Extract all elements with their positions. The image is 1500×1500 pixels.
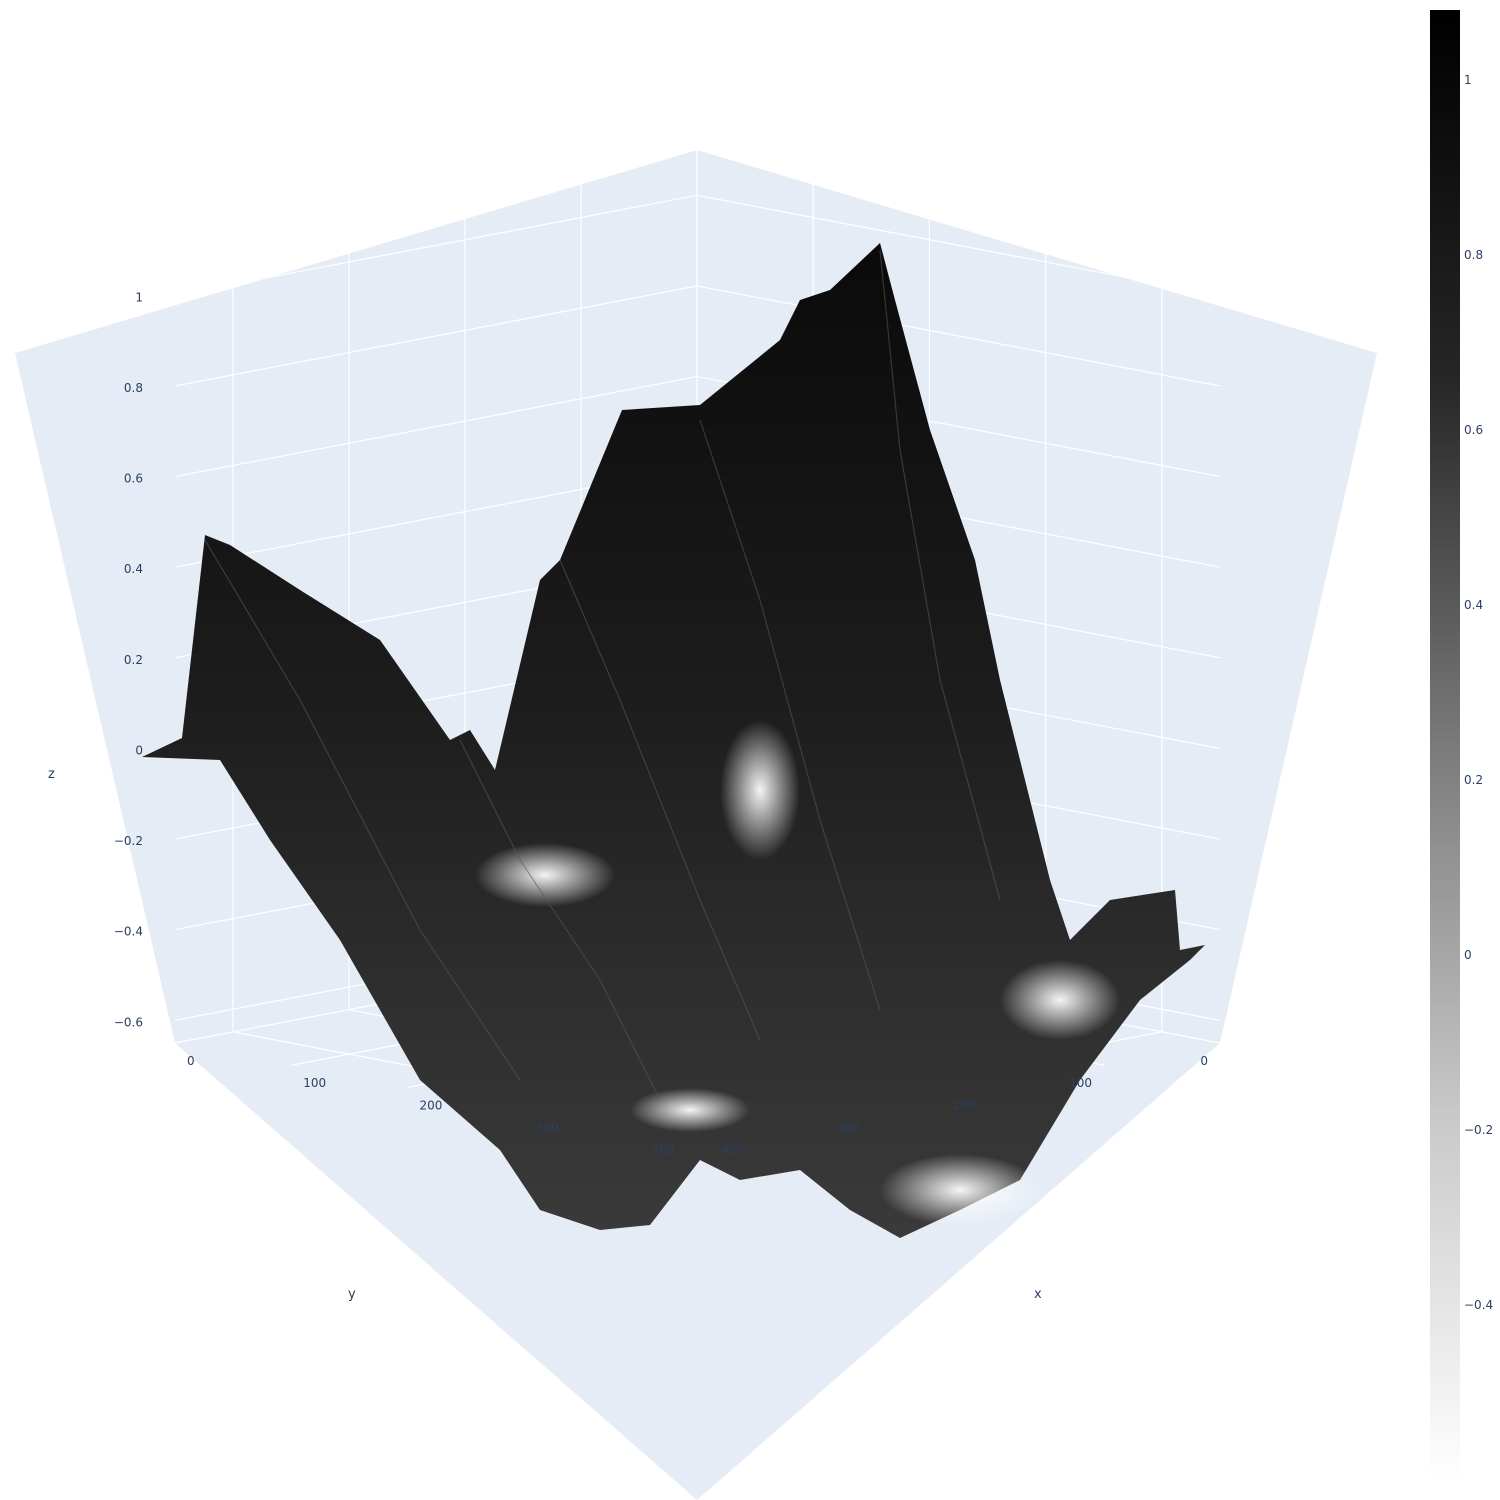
colorbar: [1430, 10, 1460, 1480]
surface-highlight: [1000, 960, 1120, 1040]
z-tick-label: 0.8: [124, 381, 143, 395]
surface-highlight: [630, 1088, 750, 1132]
z-tick-label: 0.4: [124, 562, 143, 576]
y-axis-title: y: [348, 1287, 356, 1302]
surface-highlight: [880, 1154, 1040, 1226]
colorbar-tick-label: −0.2: [1464, 1123, 1493, 1137]
y-tick-label: 300: [837, 1121, 860, 1135]
colorbar-tick-label: 1: [1464, 73, 1472, 87]
surface-ridge: [879, 249, 1001, 901]
z-tick-label: −0.2: [114, 834, 143, 848]
z-tick-label: −0.6: [114, 1015, 143, 1029]
z-axis-title: z: [48, 767, 55, 782]
tick-labels: 0 100 200 300 400 0 100 200 300 400 −0.6 −0.4 −0.2 0 0…: [114, 290, 1208, 1157]
z-tick-label: 0: [135, 743, 143, 757]
x-axis-title: x: [1034, 1287, 1042, 1302]
colorbar-tick-label: 0.8: [1464, 248, 1483, 262]
surface-ridge: [204, 539, 521, 1081]
grid-z: [174, 285, 1221, 387]
surface: [142, 243, 1205, 1238]
x-tick-label: 400: [652, 1143, 675, 1157]
z-tick-label: 1: [135, 290, 143, 304]
surface-highlight: [720, 720, 800, 860]
surface-ridge: [559, 559, 761, 1041]
x-tick-label: 300: [536, 1121, 559, 1135]
x-tick-label: 200: [419, 1098, 442, 1112]
colorbar-tick-label: 0.2: [1464, 773, 1483, 787]
colorbar-tick-label: 0.6: [1464, 423, 1483, 437]
colorbar-tick-label: 0: [1464, 948, 1472, 962]
z-tick-label: 0.6: [124, 472, 143, 486]
grid-z: [174, 194, 1221, 296]
z-tick-label: 0.2: [124, 653, 143, 667]
y-tick-label: 100: [1069, 1076, 1092, 1090]
y-tick-label: 400: [721, 1143, 744, 1157]
grid-z: [174, 375, 1221, 478]
surface-mesh: [142, 243, 1205, 1238]
colorbar-ticks: 1 0.8 0.6 0.4 0.2 0 −0.2 −0.4: [1464, 73, 1493, 1312]
x-tick-label: 0: [187, 1054, 195, 1068]
y-tick-label: 0: [1200, 1054, 1208, 1068]
surface-ridge: [459, 739, 661, 1101]
colorbar-tick-label: −0.4: [1464, 1298, 1493, 1312]
x-tick-label: 100: [303, 1076, 326, 1090]
y-tick-label: 200: [953, 1098, 976, 1112]
surface-highlight: [475, 843, 615, 907]
colorbar-tick-label: 0.4: [1464, 598, 1483, 612]
surface-ridge: [699, 419, 881, 1011]
z-tick-label: −0.4: [114, 925, 143, 939]
